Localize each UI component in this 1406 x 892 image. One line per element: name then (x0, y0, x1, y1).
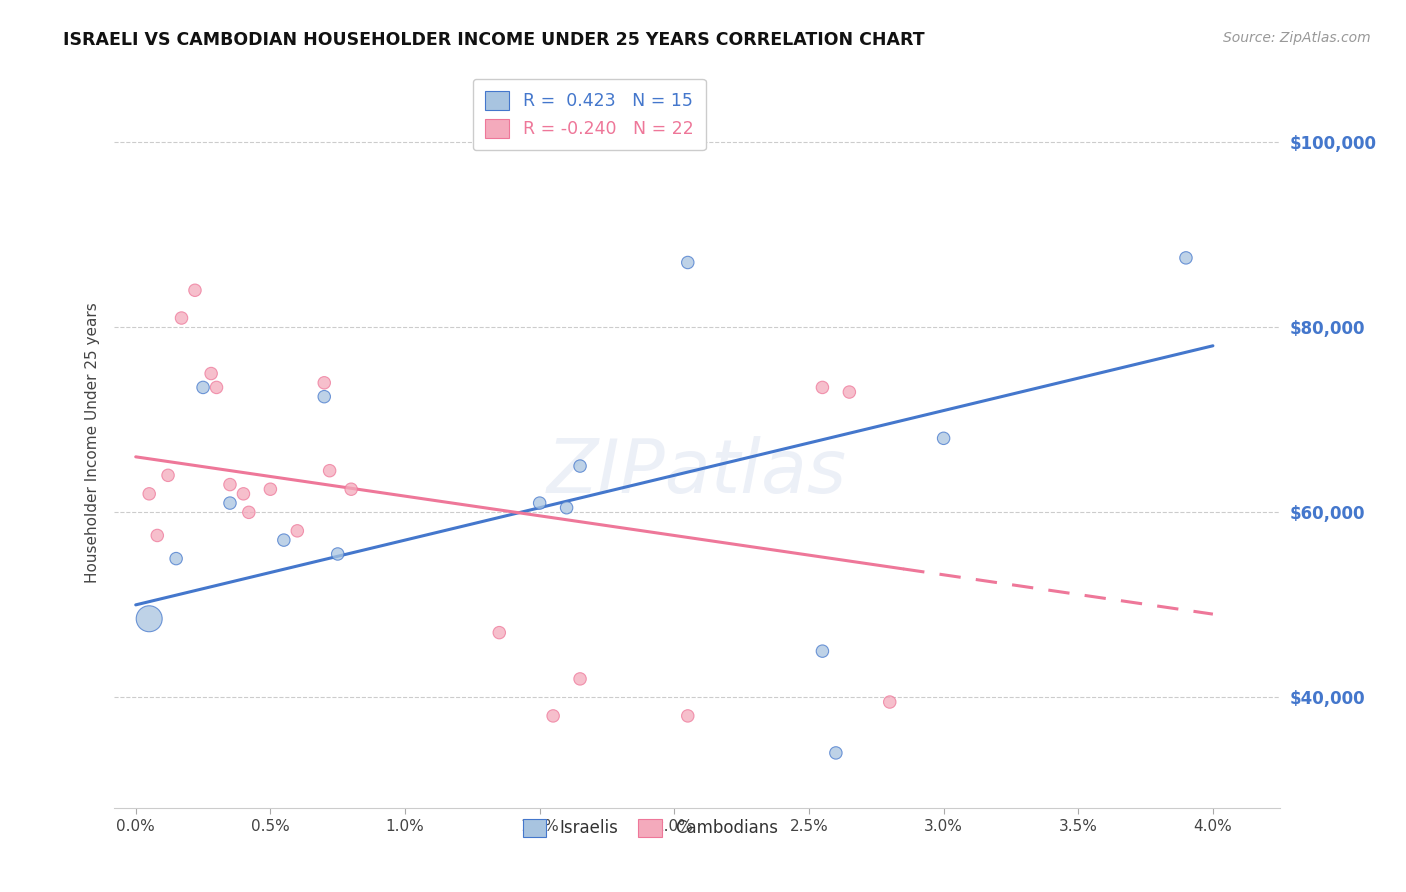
Point (157, 468, 180, 483)
Point (232, 487, 254, 501)
Point (932, 431, 955, 445)
Point (555, 500, 578, 515)
Text: Source: ZipAtlas.com: Source: ZipAtlas.com (1223, 31, 1371, 45)
Point (184, 283, 207, 297)
Point (200, 367, 222, 381)
Point (340, 482, 363, 496)
Point (219, 496, 242, 510)
Point (318, 464, 340, 478)
Point (825, 746, 848, 760)
Point (676, 255, 699, 269)
Text: ISRAELI VS CAMBODIAN HOUSEHOLDER INCOME UNDER 25 YEARS CORRELATION CHART: ISRAELI VS CAMBODIAN HOUSEHOLDER INCOME … (63, 31, 925, 49)
Point (314, 376, 336, 390)
Point (676, 709, 699, 723)
Point (326, 547, 349, 561)
Point (259, 482, 281, 496)
Legend: Israelis, Cambodians: Israelis, Cambodians (516, 812, 785, 844)
Point (811, 380, 834, 394)
Text: ZIPatlas: ZIPatlas (547, 436, 848, 508)
Point (879, 695, 901, 709)
Point (205, 380, 228, 394)
Point (1175, 251, 1198, 265)
Point (138, 612, 160, 626)
Point (191, 380, 214, 394)
Point (838, 385, 860, 400)
Point (238, 505, 260, 519)
Point (529, 496, 551, 510)
Point (273, 533, 295, 547)
Point (541, 709, 564, 723)
Point (285, 524, 308, 538)
Point (170, 311, 193, 326)
Y-axis label: Householder Income Under 25 years: Householder Income Under 25 years (86, 302, 100, 583)
Point (569, 672, 592, 686)
Point (146, 528, 169, 542)
Point (138, 487, 160, 501)
Point (165, 551, 187, 566)
Point (569, 459, 592, 474)
Point (219, 477, 242, 491)
Point (811, 644, 834, 658)
Point (488, 625, 510, 640)
Point (314, 390, 336, 404)
